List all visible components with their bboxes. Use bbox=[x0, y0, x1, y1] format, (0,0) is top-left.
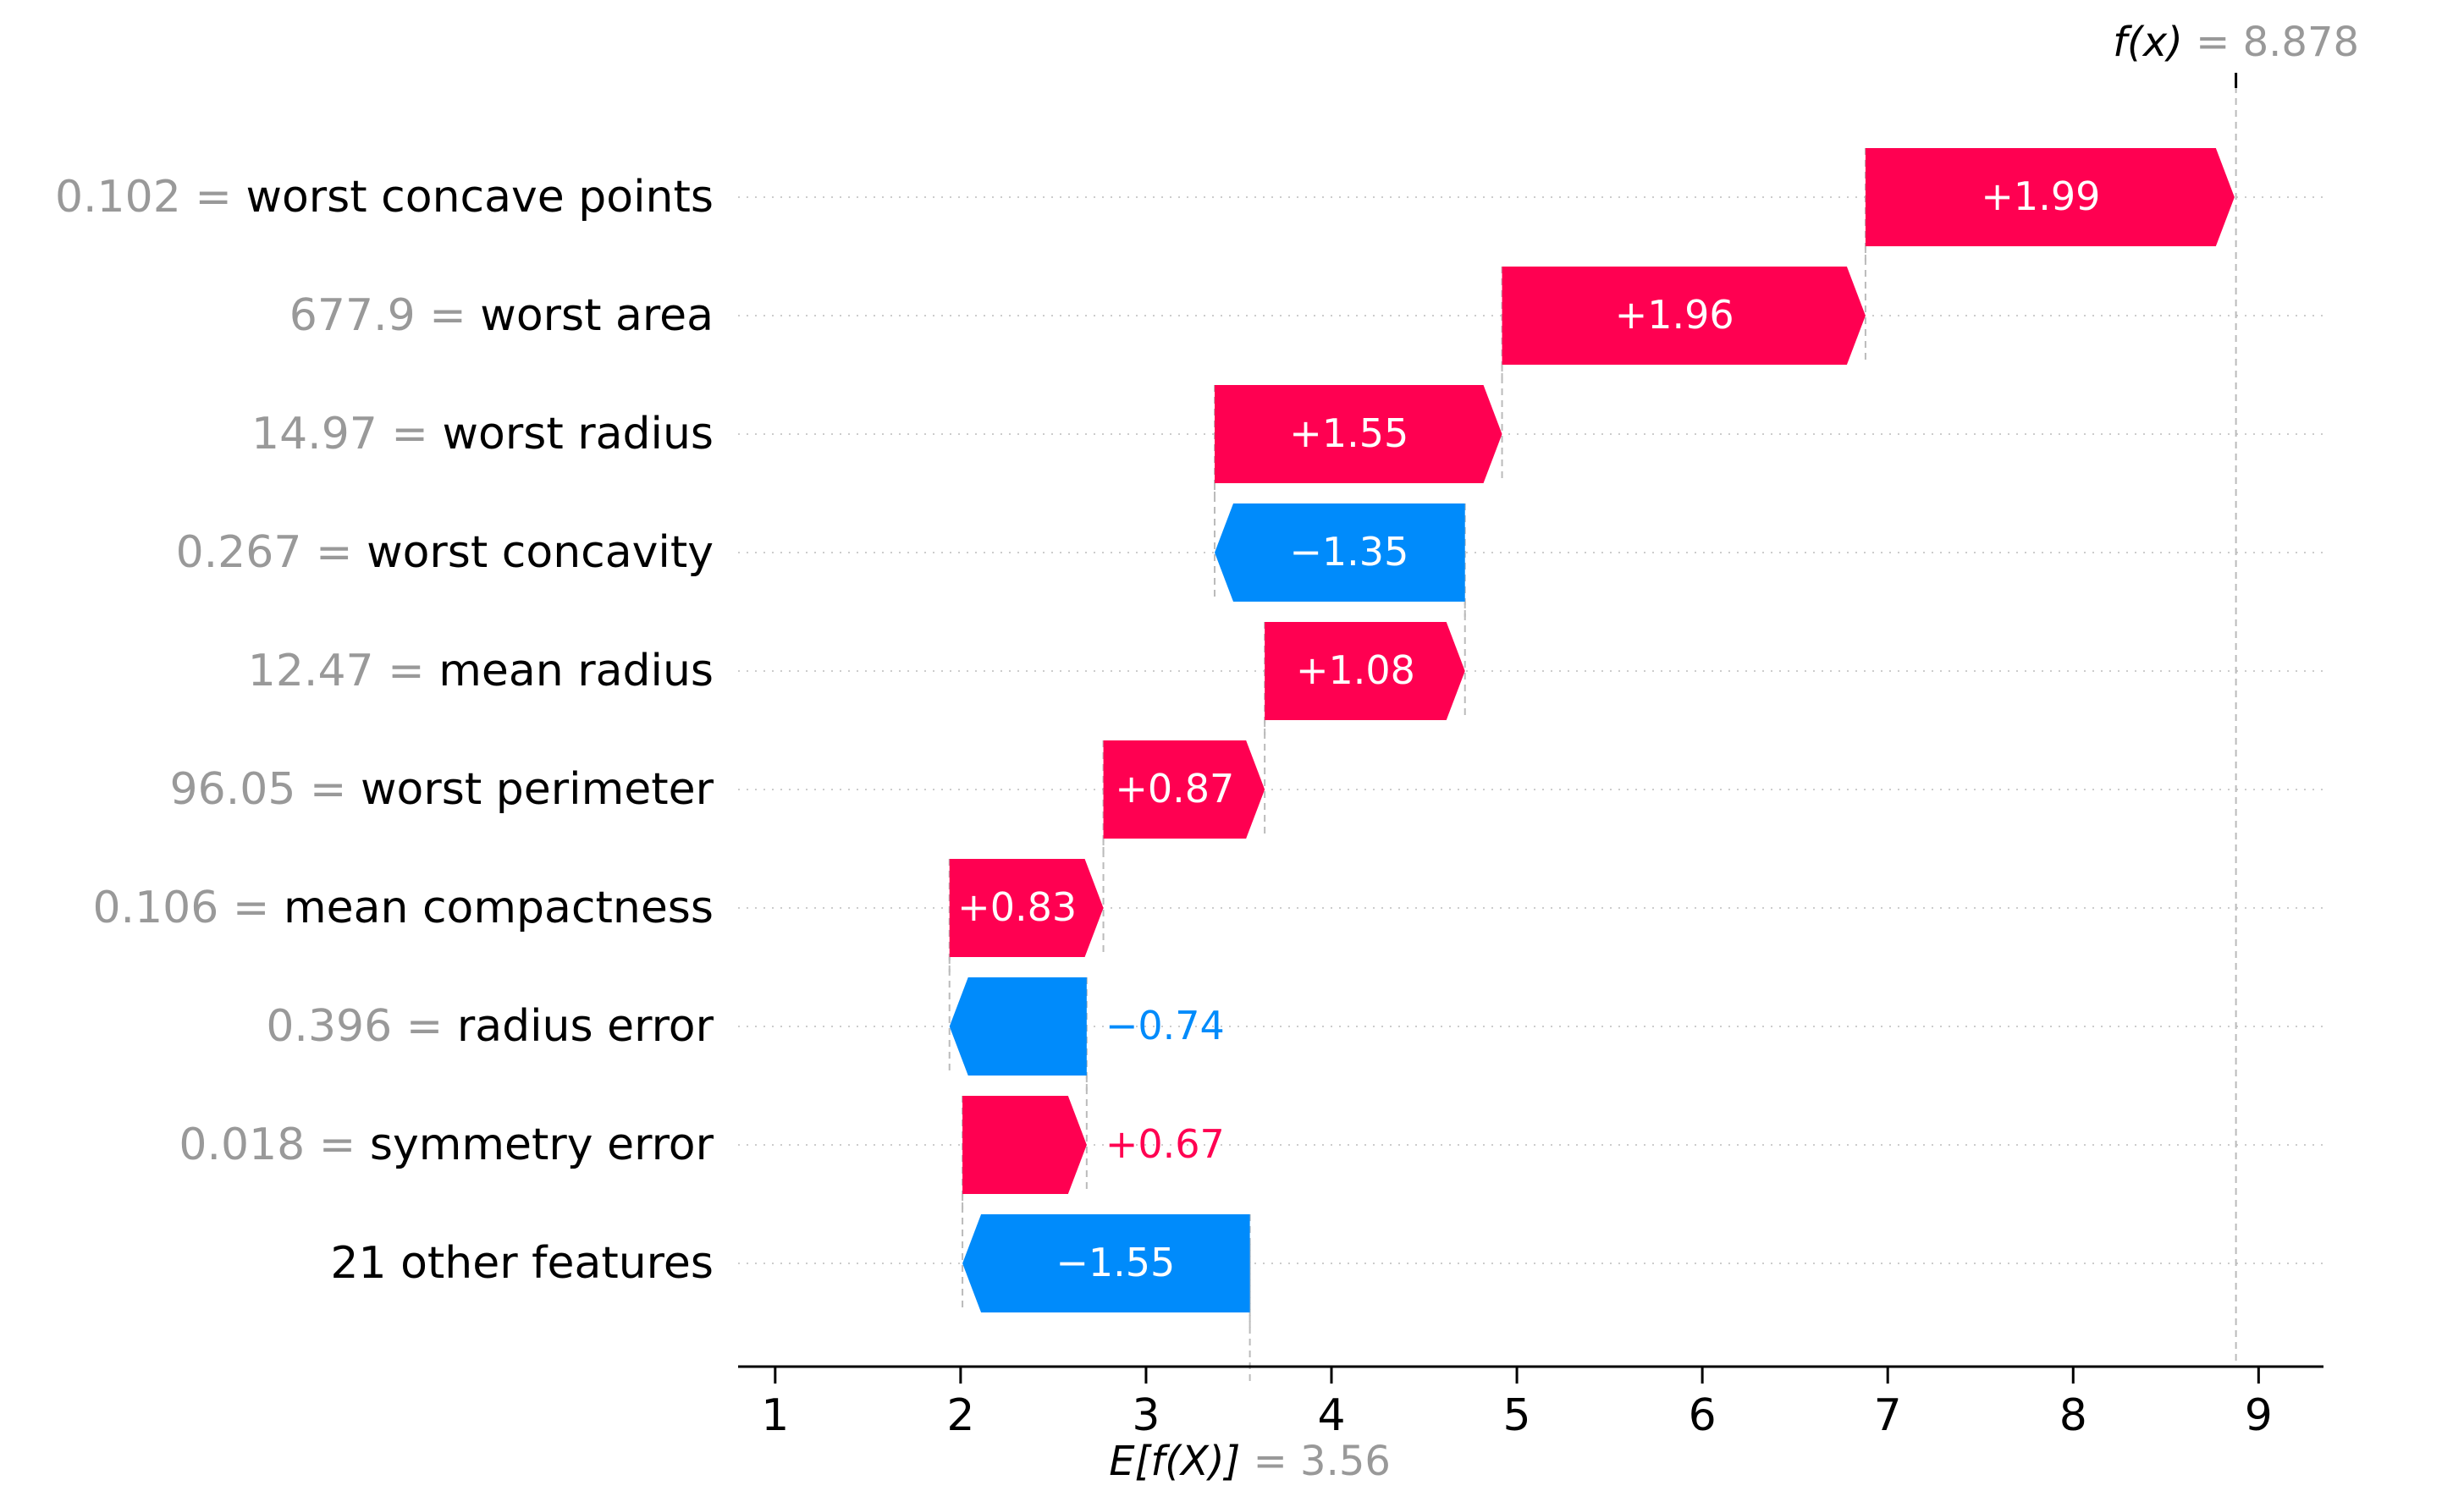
bar-positive bbox=[962, 1096, 1087, 1194]
base-value-label: E[f(X)] = 3.56 bbox=[1109, 1438, 1391, 1485]
x-tick-label: 6 bbox=[1689, 1390, 1717, 1441]
feature-labels: +1.99 0.102 = worst concave points +1.96 67… bbox=[55, 172, 2100, 1289]
x-tick-label: 7 bbox=[1874, 1390, 1902, 1441]
bar-positive bbox=[949, 859, 1104, 957]
base-label: E[f(X)] bbox=[1109, 1438, 1253, 1485]
feature-name: symmetry error bbox=[370, 1120, 714, 1170]
base-value: = 3.56 bbox=[1254, 1438, 1391, 1485]
feature-value: 0.018 = bbox=[179, 1120, 370, 1170]
x-tick-label: 5 bbox=[1503, 1390, 1531, 1441]
feature-name: mean compactness bbox=[284, 883, 714, 933]
bars bbox=[949, 148, 2235, 1312]
bar-positive bbox=[1214, 385, 1502, 483]
x-tick-label: 4 bbox=[1317, 1390, 1345, 1441]
bar-value-label: +1.08 bbox=[1296, 647, 1415, 693]
feature-value: 12.47 = bbox=[248, 646, 439, 696]
bar-value-label: −1.55 bbox=[1056, 1240, 1175, 1285]
feature-value: 14.97 = bbox=[251, 409, 443, 459]
feature-name: worst concavity bbox=[367, 527, 714, 578]
feature-label: 0.267 = worst concavity bbox=[176, 527, 714, 578]
feature-name: worst area bbox=[480, 290, 714, 341]
bar-value-label: +0.83 bbox=[957, 884, 1077, 930]
feature-label: 0.106 = mean compactness bbox=[92, 883, 714, 933]
feature-value: 0.102 = bbox=[55, 172, 246, 223]
x-tick-label: 3 bbox=[1132, 1390, 1160, 1441]
bar-positive bbox=[1103, 740, 1265, 839]
feature-label: 12.47 = mean radius bbox=[248, 646, 714, 696]
x-tick-label: 2 bbox=[946, 1390, 974, 1441]
feature-label: 0.396 = radius error bbox=[266, 1001, 714, 1052]
bar-value-label: −1.35 bbox=[1289, 529, 1408, 575]
x-tick-label: 8 bbox=[2059, 1390, 2087, 1441]
feature-value: 0.106 = bbox=[92, 883, 284, 933]
bar-value-label: +1.55 bbox=[1289, 410, 1408, 456]
output-value-label: f(x) = 8.878 bbox=[2113, 19, 2359, 66]
bar-negative bbox=[962, 1214, 1250, 1312]
bar-negative bbox=[949, 977, 1087, 1076]
feature-label: 0.018 = symmetry error bbox=[179, 1120, 714, 1170]
output-label: f(x) bbox=[2113, 19, 2196, 66]
feature-value: 96.05 = bbox=[170, 764, 361, 815]
feature-name: mean radius bbox=[438, 646, 714, 696]
feature-label: 96.05 = worst perimeter bbox=[170, 764, 714, 815]
feature-label: 0.102 = worst concave points bbox=[55, 172, 714, 223]
output-value: = 8.878 bbox=[2196, 19, 2359, 66]
bar-value-label: +1.99 bbox=[1981, 173, 2100, 219]
bar-value-label: +0.67 bbox=[1105, 1121, 1225, 1167]
feature-name: worst radius bbox=[443, 409, 714, 459]
feature-name: worst perimeter bbox=[361, 764, 714, 815]
bar-negative bbox=[1214, 503, 1465, 602]
x-tick-label: 1 bbox=[761, 1390, 789, 1441]
bar-value-label: −0.74 bbox=[1105, 1003, 1225, 1048]
feature-value: 677.9 = bbox=[289, 290, 481, 341]
bar-value-label: +0.87 bbox=[1115, 766, 1234, 812]
feature-name: worst concave points bbox=[245, 172, 714, 223]
bar-positive bbox=[1502, 267, 1866, 365]
x-axis: f(x) = 8.878 1 2 3 4 5 6 7 8 9 E[f(X)] = 3.56 bbox=[738, 19, 2359, 1485]
feature-name: radius error bbox=[457, 1001, 714, 1052]
bar-positive bbox=[1865, 148, 2235, 246]
feature-value: 0.267 = bbox=[176, 527, 367, 578]
bar-positive bbox=[1265, 622, 1465, 720]
bar-value-label: +1.96 bbox=[1615, 292, 1734, 338]
feature-name: 21 other features bbox=[330, 1238, 714, 1289]
feature-label: 14.97 = worst radius bbox=[251, 409, 714, 459]
feature-label: 21 other features bbox=[330, 1238, 714, 1289]
x-tick-label: 9 bbox=[2245, 1390, 2273, 1441]
feature-label: 677.9 = worst area bbox=[289, 290, 714, 341]
feature-value: 0.396 = bbox=[266, 1001, 457, 1052]
